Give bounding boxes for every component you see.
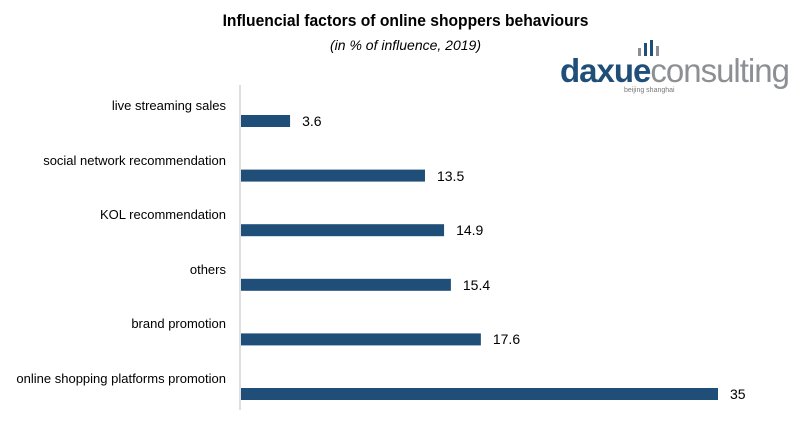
logo-wordmark-part2: consulting	[650, 52, 790, 89]
category-label: KOL recommendation	[100, 207, 226, 223]
data-label: 17.6	[492, 331, 521, 348]
category-label: live streaming sales	[111, 98, 226, 113]
category-label: others	[189, 261, 226, 277]
chart-title: Influencial factors of online shoppers b…	[222, 11, 589, 30]
data-label: 35	[730, 386, 746, 402]
category-label: brand promotion	[131, 316, 226, 332]
data-label: 3.6	[302, 113, 322, 129]
bar	[241, 115, 291, 127]
logo-tagline: beijing shanghai	[624, 87, 675, 94]
bar	[241, 224, 445, 237]
bar-chart-logo-icon	[638, 40, 659, 56]
bar	[241, 278, 451, 291]
category-label: social network recommendation	[43, 152, 226, 168]
bar	[241, 169, 425, 182]
logo-wordmark: daxueconsulting	[560, 52, 790, 89]
data-label: 14.9	[456, 222, 484, 239]
data-label: 13.5	[436, 167, 465, 184]
chart-subtitle: (in % of influence, 2019)	[330, 37, 481, 53]
bar	[241, 388, 718, 400]
category-label: online shopping platforms promotion	[16, 371, 226, 386]
daxue-consulting-logo: daxueconsulting beijing shanghai	[560, 40, 790, 102]
logo-wordmark-part1: daxue	[560, 52, 651, 89]
bar	[241, 333, 481, 346]
data-label: 15.4	[462, 276, 491, 293]
